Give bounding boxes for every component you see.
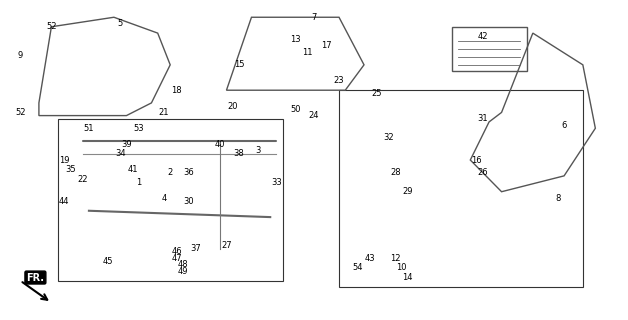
Text: 19: 19	[58, 156, 69, 164]
Text: 43: 43	[365, 254, 376, 263]
Text: 7: 7	[311, 13, 317, 22]
Text: 34: 34	[115, 149, 126, 158]
Text: 26: 26	[477, 168, 488, 177]
Text: 29: 29	[403, 187, 413, 196]
Text: 44: 44	[58, 197, 69, 206]
Text: 49: 49	[178, 267, 188, 276]
Text: 46: 46	[171, 247, 181, 257]
Text: 27: 27	[221, 241, 232, 250]
Text: 22: 22	[77, 174, 88, 184]
Text: 1: 1	[136, 178, 141, 187]
Text: 31: 31	[477, 114, 488, 123]
Text: 11: 11	[303, 48, 313, 57]
Text: 23: 23	[333, 76, 344, 85]
Text: 10: 10	[396, 263, 407, 272]
Text: 32: 32	[384, 133, 394, 142]
Text: 30: 30	[183, 197, 194, 206]
Text: 5: 5	[117, 19, 123, 28]
Text: 6: 6	[561, 121, 567, 130]
Text: 48: 48	[177, 260, 188, 269]
Text: 52: 52	[15, 108, 25, 117]
Text: 14: 14	[403, 273, 413, 282]
Text: 33: 33	[271, 178, 282, 187]
Text: 20: 20	[227, 101, 238, 111]
Text: 51: 51	[84, 124, 94, 133]
Text: 2: 2	[168, 168, 173, 177]
Text: 54: 54	[352, 263, 363, 272]
Text: 35: 35	[65, 165, 75, 174]
Text: 45: 45	[102, 257, 113, 266]
Text: 21: 21	[159, 108, 169, 117]
Text: 52: 52	[46, 22, 57, 31]
Text: 16: 16	[471, 156, 482, 164]
Text: 13: 13	[290, 35, 301, 44]
Text: 18: 18	[171, 86, 181, 95]
Text: 15: 15	[234, 60, 244, 69]
Text: 40: 40	[215, 140, 225, 148]
Text: 42: 42	[477, 32, 488, 41]
Text: 17: 17	[321, 41, 332, 50]
Text: 28: 28	[390, 168, 401, 177]
Text: FR.: FR.	[26, 273, 45, 283]
Text: 24: 24	[309, 111, 319, 120]
Text: 25: 25	[371, 89, 382, 98]
Text: 38: 38	[234, 149, 244, 158]
Text: 53: 53	[134, 124, 144, 133]
Text: 4: 4	[161, 194, 166, 203]
Text: 9: 9	[18, 51, 23, 60]
Text: 36: 36	[183, 168, 194, 177]
Text: 39: 39	[121, 140, 132, 148]
Text: 8: 8	[555, 194, 561, 203]
Text: 37: 37	[190, 244, 200, 253]
Text: 41: 41	[127, 165, 138, 174]
Text: 3: 3	[255, 146, 261, 155]
Text: 50: 50	[290, 105, 300, 114]
Text: 12: 12	[390, 254, 401, 263]
Text: 47: 47	[171, 254, 181, 263]
